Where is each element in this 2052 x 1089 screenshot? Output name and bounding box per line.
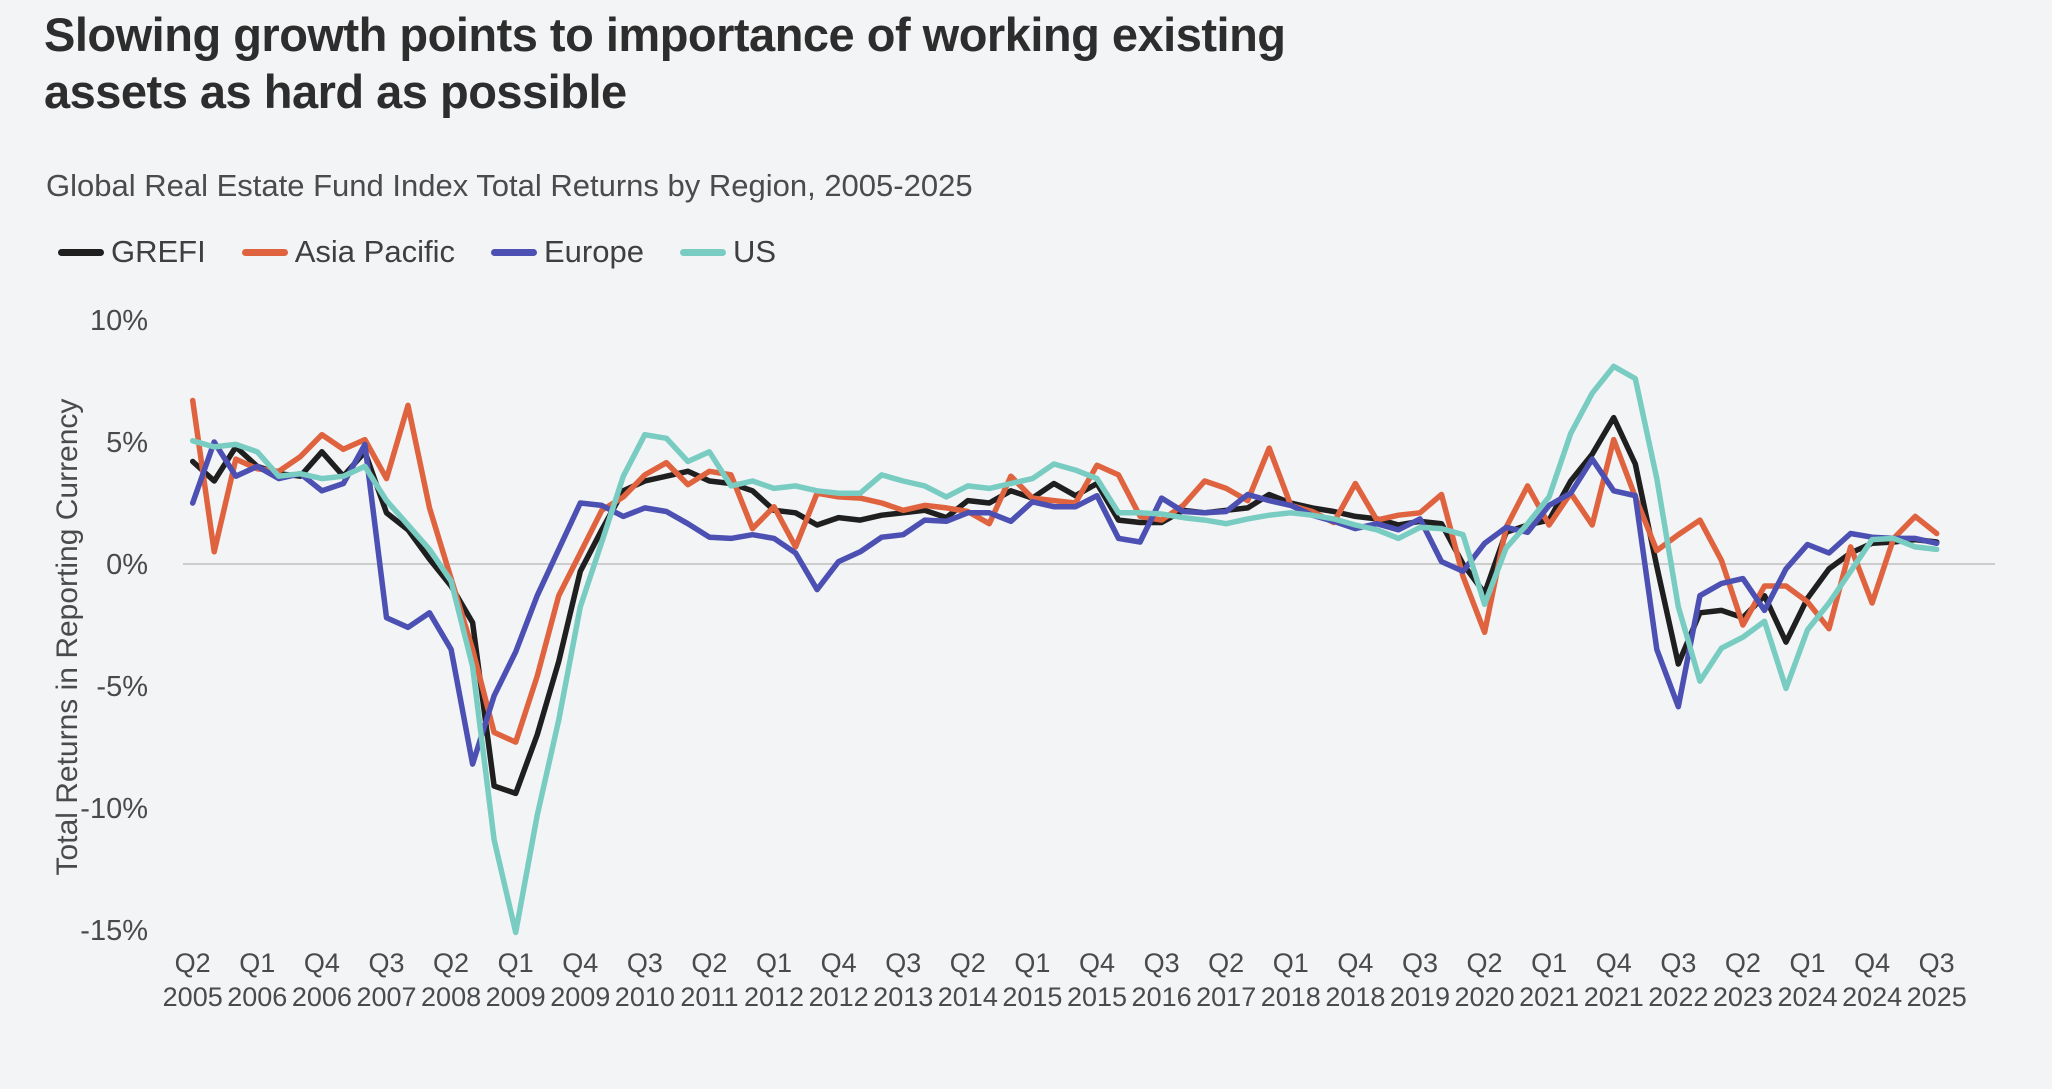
legend-swatch-icon — [490, 248, 537, 256]
x-tick-quarter-label: Q3 — [1919, 948, 1955, 978]
x-tick-year-label: 2005 — [163, 982, 223, 1012]
x-tick-quarter-label: Q2 — [433, 948, 469, 978]
x-tick-year-label: 2024 — [1842, 982, 1902, 1012]
legend-item-label: US — [732, 234, 777, 269]
x-tick-year-label: 2023 — [1713, 982, 1773, 1012]
x-tick-quarter-label: Q3 — [1402, 948, 1438, 978]
x-tick-quarter-label: Q2 — [1467, 948, 1503, 978]
x-tick-year-label: 2019 — [1390, 982, 1450, 1012]
x-tick-year-label: 2006 — [292, 982, 352, 1012]
page-title-line1: Slowing growth points to importance of w… — [44, 8, 1286, 61]
series-line-europe — [189, 439, 1940, 767]
series-line-asia-pacific — [189, 397, 1940, 745]
x-tick-year-label: 2009 — [550, 982, 610, 1012]
x-tick-quarter-label: Q2 — [950, 948, 986, 978]
x-tick-year-label: 2021 — [1584, 982, 1644, 1012]
page-title-line2: assets as hard as possible — [44, 65, 627, 119]
x-tick-year-label: 2011 — [680, 982, 738, 1012]
x-tick-quarter-label: Q1 — [1014, 948, 1050, 978]
legend-swatch-icon — [241, 248, 288, 256]
x-tick-quarter-label: Q4 — [1337, 948, 1373, 978]
x-tick-year-label: 2024 — [1777, 982, 1837, 1012]
x-tick-year-label: 2018 — [1325, 982, 1385, 1012]
x-tick-quarter-label: Q1 — [498, 948, 534, 978]
x-tick-quarter-label: Q4 — [304, 948, 340, 978]
x-tick-year-label: 2010 — [615, 982, 675, 1012]
y-tick-label: -15% — [80, 915, 148, 947]
x-tick-year-label: 2022 — [1648, 982, 1708, 1012]
legend-item-label: Europe — [543, 234, 644, 269]
legend-item-us[interactable]: US — [679, 234, 777, 270]
x-tick-year-label: 2009 — [486, 982, 546, 1012]
legend-item-label: GREFI — [111, 234, 206, 269]
x-tick-year-label: 2016 — [1132, 982, 1192, 1012]
x-tick-year-label: 2014 — [938, 982, 998, 1012]
x-tick-year-label: 2018 — [1261, 982, 1321, 1012]
legend-item-europe[interactable]: Europe — [490, 234, 644, 270]
x-tick-year-label: 2006 — [227, 982, 287, 1012]
chart-subtitle: Global Real Estate Fund Index Total Retu… — [46, 168, 973, 203]
x-tick-quarter-label: Q3 — [627, 948, 663, 978]
page-title: Slowing growth points to importance of w… — [44, 6, 1844, 121]
y-axis-title: Total Returns in Reporting Currency — [51, 398, 84, 876]
x-tick-quarter-label: Q1 — [1531, 948, 1567, 978]
x-tick-year-label: 2020 — [1455, 982, 1515, 1012]
chart-legend: GREFI Asia Pacific Europe US — [58, 234, 776, 270]
x-tick-year-label: 2013 — [873, 982, 933, 1012]
y-tick-label: 5% — [106, 427, 148, 459]
series-line-us — [189, 363, 1940, 936]
x-tick-quarter-label: Q2 — [175, 948, 211, 978]
x-tick-year-label: 2007 — [356, 982, 416, 1012]
x-tick-quarter-label: Q4 — [562, 948, 598, 978]
x-tick-year-label: 2012 — [744, 982, 804, 1012]
x-tick-year-label: 2017 — [1196, 982, 1256, 1012]
x-tick-quarter-label: Q3 — [1660, 948, 1696, 978]
legend-swatch-icon — [679, 248, 726, 256]
x-tick-quarter-label: Q4 — [821, 948, 857, 978]
x-tick-year-label: 2021 — [1519, 982, 1579, 1012]
x-tick-year-label: 2015 — [1002, 982, 1062, 1012]
y-tick-label: -10% — [80, 793, 148, 825]
x-tick-quarter-label: Q2 — [691, 948, 727, 978]
x-tick-quarter-label: Q1 — [756, 948, 792, 978]
legend-item-label: Asia Pacific — [294, 234, 455, 269]
x-tick-quarter-label: Q1 — [1273, 948, 1309, 978]
legend-item-grefi[interactable]: GREFI — [58, 234, 206, 270]
x-tick-quarter-label: Q2 — [1725, 948, 1761, 978]
x-tick-year-label: 2015 — [1067, 982, 1127, 1012]
x-tick-year-label: 2012 — [809, 982, 869, 1012]
x-tick-quarter-label: Q3 — [885, 948, 921, 978]
x-tick-quarter-label: Q3 — [1144, 948, 1180, 978]
y-tick-label: 10% — [90, 305, 148, 337]
legend-swatch-icon — [58, 248, 104, 256]
x-tick-quarter-label: Q4 — [1854, 948, 1890, 978]
x-tick-quarter-label: Q4 — [1596, 948, 1632, 978]
y-tick-label: 0% — [106, 549, 148, 581]
x-tick-quarter-label: Q1 — [239, 948, 275, 978]
x-tick-year-label: 2025 — [1907, 982, 1967, 1012]
legend-item-asia-pacific[interactable]: Asia Pacific — [241, 234, 455, 270]
x-tick-quarter-label: Q3 — [368, 948, 404, 978]
x-tick-quarter-label: Q4 — [1079, 948, 1115, 978]
x-tick-year-label: 2008 — [421, 982, 481, 1012]
y-tick-label: -5% — [96, 671, 148, 703]
x-tick-quarter-label: Q1 — [1789, 948, 1825, 978]
series-line-grefi — [189, 414, 1940, 797]
x-tick-quarter-label: Q2 — [1208, 948, 1244, 978]
